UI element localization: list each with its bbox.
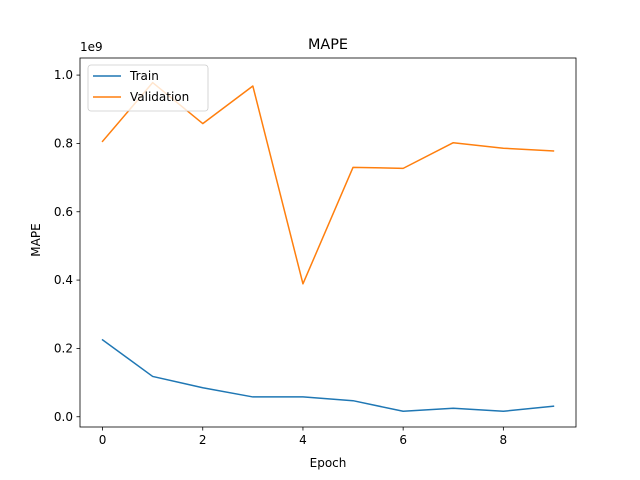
x-axis-label: Epoch [310, 456, 347, 470]
x-tick-label: 2 [199, 433, 207, 447]
x-tick-label: 4 [299, 433, 307, 447]
axes-frame [79, 57, 577, 428]
series-line-train [101, 338, 555, 413]
y-tick-label: 0.6 [54, 205, 73, 219]
y-tick-label: 0.8 [54, 136, 73, 150]
y-tick-label: 1.0 [54, 68, 73, 82]
x-tick-label: 6 [399, 433, 407, 447]
y-axis-offset-label: 1e9 [80, 40, 103, 54]
x-tick-label: 0 [99, 433, 107, 447]
y-tick-label: 0.0 [54, 410, 73, 424]
y-tick-label: 0.4 [54, 273, 73, 287]
legend-label-train: Train [129, 69, 159, 83]
y-tick-label: 0.2 [54, 341, 73, 355]
legend-label-validation: Validation [130, 90, 189, 104]
y-axis-label: MAPE [29, 223, 43, 256]
legend: Train Validation [87, 64, 209, 112]
x-tick-label: 8 [500, 433, 508, 447]
axes: 0 2 4 6 8 0.0 0.2 0.4 0.6 0.8 1.0 [54, 57, 577, 447]
chart-title: MAPE [308, 37, 348, 53]
